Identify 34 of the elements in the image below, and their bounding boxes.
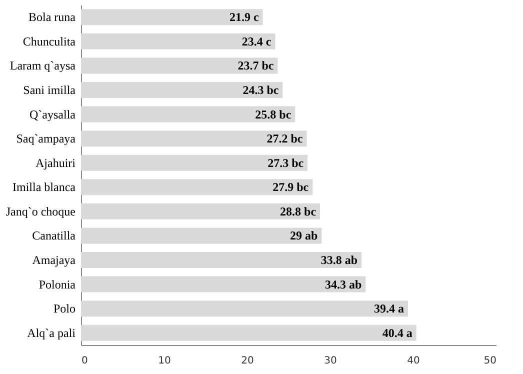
data-label: 27.2 bc: [266, 132, 304, 146]
data-label: 23.7 bc: [238, 58, 274, 73]
data-label: 33.8 ab: [320, 253, 358, 267]
data-label: 21.9 c: [229, 10, 260, 24]
data-label: 27.9 bc: [272, 180, 310, 194]
y-tick-label: Laram q`aysa: [10, 58, 76, 73]
x-tick-label: 50: [484, 356, 496, 366]
y-tick-label: Bola runa: [28, 10, 76, 24]
y-tick-label: Amajaya: [32, 253, 76, 267]
y-tick-label: Ajahuiri: [36, 156, 76, 170]
y-tick-label: Sani imilla: [23, 83, 76, 97]
data-label: 40.4 a: [382, 326, 412, 340]
data-label: 34.3 ab: [325, 277, 362, 292]
data-label: 39.4 a: [374, 302, 404, 316]
y-tick-label: Polo: [53, 302, 76, 316]
y-tick-label: Alq`a pali: [27, 326, 76, 340]
data-label: 24.3 bc: [242, 83, 280, 97]
y-tick-label: Q`aysalla: [30, 107, 76, 122]
y-tick-label: Polonia: [38, 277, 76, 292]
data-label: 23.4 c: [242, 34, 272, 48]
x-tick-label: 30: [324, 356, 337, 366]
x-tick-label: 20: [241, 356, 254, 366]
y-tick-label: Canatilla: [32, 228, 76, 243]
x-tick-label: 40: [407, 356, 420, 366]
y-tick-label: Imilla blanca: [12, 180, 76, 194]
x-tick-label: 10: [158, 356, 171, 366]
data-label: 27.3 bc: [268, 156, 304, 170]
y-tick-label: Janq`o choque: [6, 204, 76, 218]
data-label: 25.8 bc: [255, 107, 292, 122]
data-label: 28.8 bc: [280, 204, 317, 218]
data-label: 29 ab: [290, 228, 318, 243]
y-tick-label: Chunculita: [22, 34, 76, 48]
x-tick-label: 0: [82, 356, 88, 366]
y-tick-label: Saq`ampaya: [16, 132, 76, 146]
